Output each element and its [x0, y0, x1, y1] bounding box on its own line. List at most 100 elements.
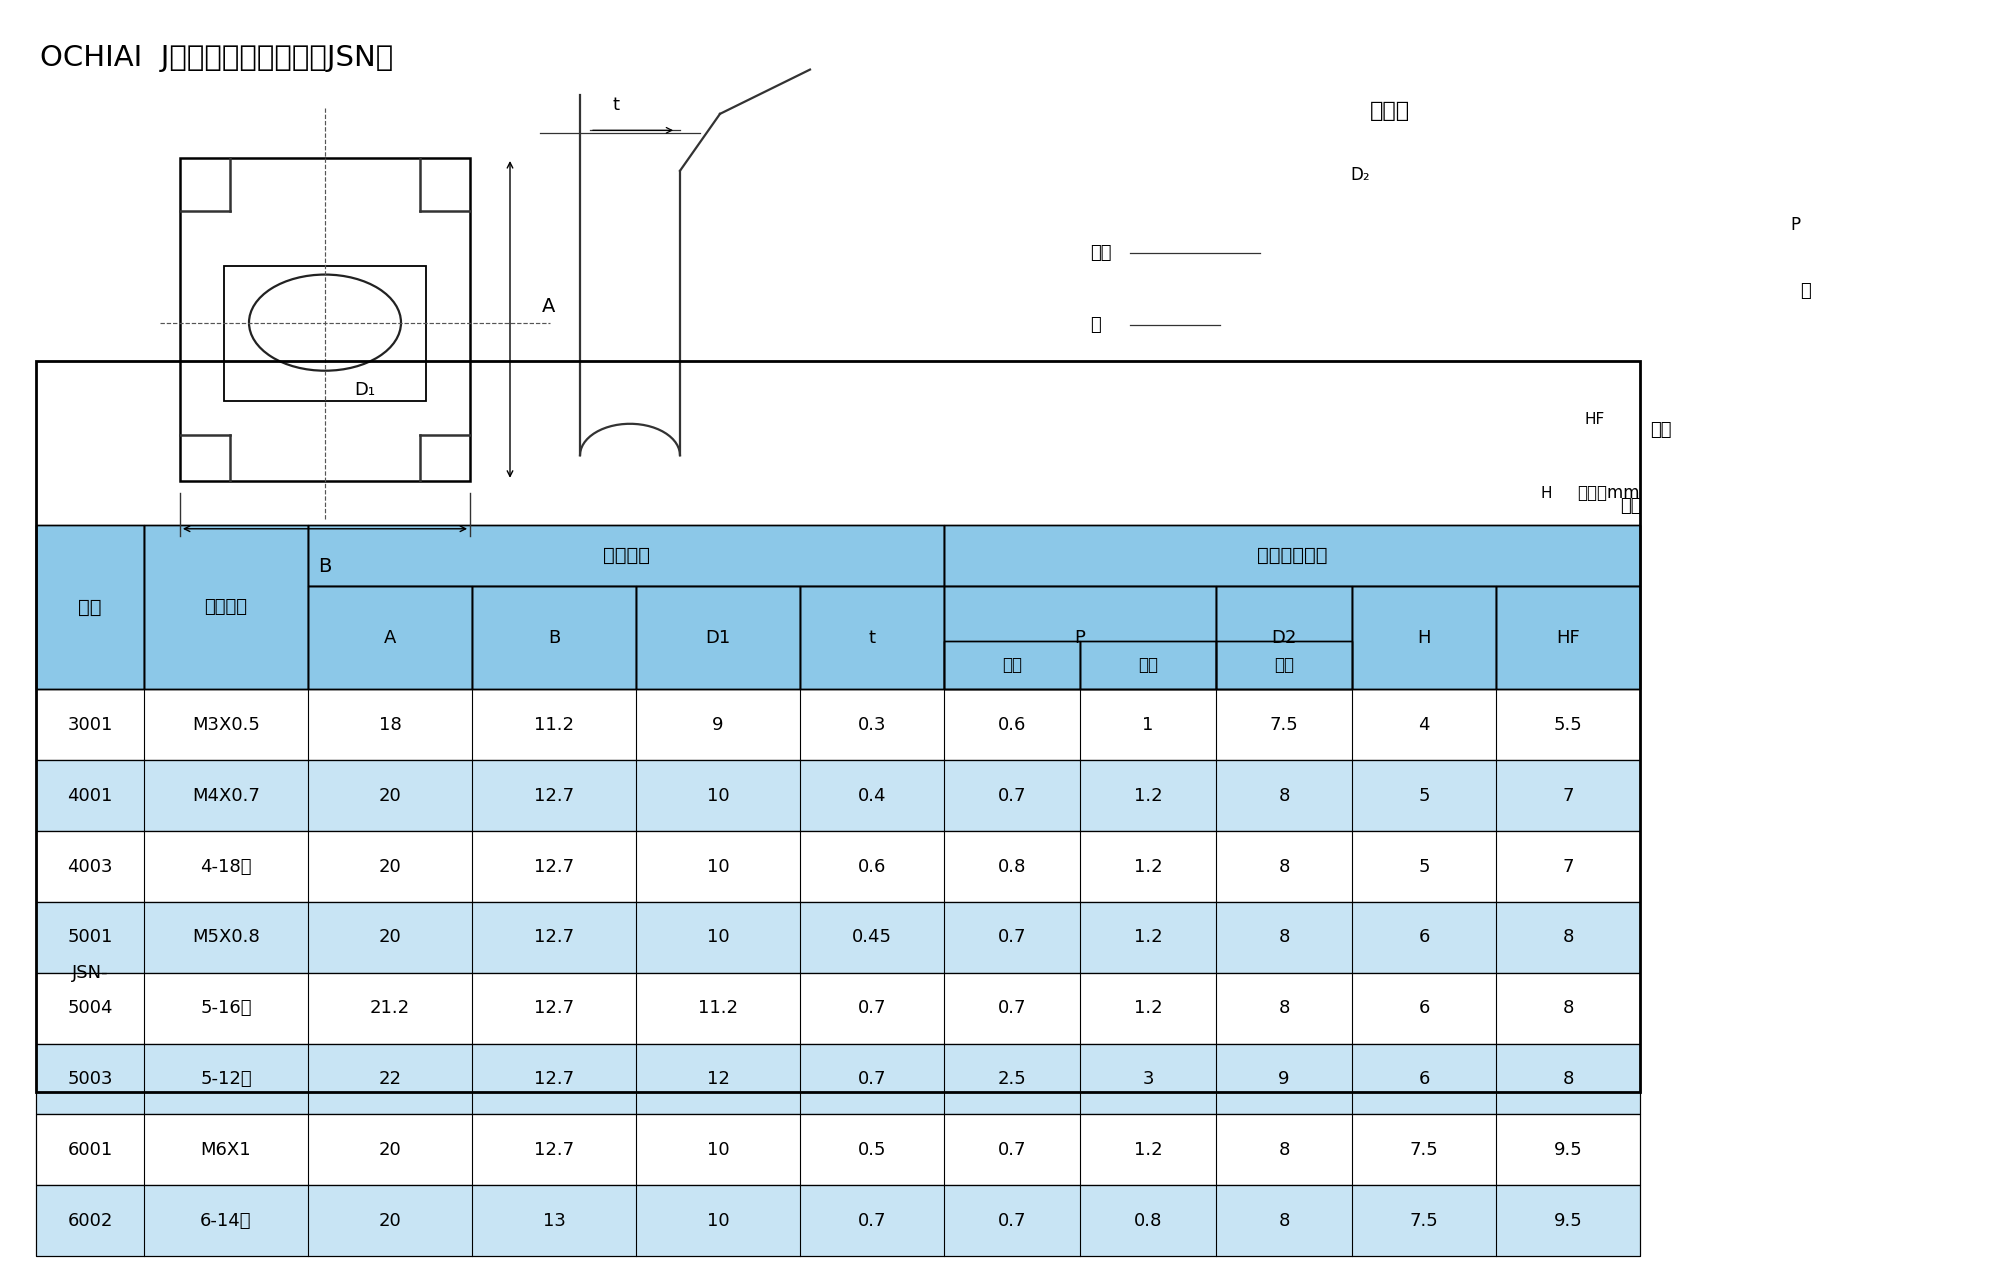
Text: A: A [542, 297, 556, 316]
Text: t: t [868, 629, 876, 646]
Bar [308, 586, 472, 689]
Bar [944, 641, 1080, 689]
Text: 8: 8 [1562, 999, 1574, 1017]
Text: 20: 20 [378, 1141, 402, 1159]
Text: 5-16峰: 5-16峰 [200, 999, 252, 1017]
Text: 11.2: 11.2 [534, 716, 574, 734]
Text: 螺丝: 螺丝 [1090, 244, 1112, 262]
Text: 5001: 5001 [68, 929, 112, 946]
Text: JSN-: JSN- [72, 964, 108, 982]
Text: 8: 8 [1278, 1212, 1290, 1230]
Text: 0.7: 0.7 [998, 1212, 1026, 1230]
Bar [144, 525, 308, 689]
Text: 8: 8 [1562, 1070, 1574, 1088]
Text: 12.7: 12.7 [534, 1070, 574, 1088]
Text: 0.8: 0.8 [998, 858, 1026, 875]
Bar [1216, 641, 1352, 689]
Bar [36, 831, 1640, 902]
Bar [36, 689, 1640, 760]
Bar [1080, 641, 1216, 689]
Text: D₁: D₁ [354, 381, 376, 400]
Text: 7: 7 [1562, 787, 1574, 805]
Text: 0.45: 0.45 [852, 929, 892, 946]
Bar [944, 525, 1640, 586]
Text: 5004: 5004 [68, 999, 112, 1017]
Bar [1352, 586, 1496, 689]
Text: 8: 8 [1562, 929, 1574, 946]
Text: 最大: 最大 [1274, 657, 1294, 674]
Text: 20: 20 [378, 787, 402, 805]
Bar [36, 831, 1640, 902]
Text: 8: 8 [1278, 858, 1290, 875]
Text: 适用板的尺寸: 适用板的尺寸 [1256, 545, 1328, 565]
Text: 0.7: 0.7 [858, 1070, 886, 1088]
Bar [1216, 641, 1352, 689]
Text: 1.2: 1.2 [1134, 787, 1162, 805]
Text: 10: 10 [706, 858, 730, 875]
Text: M5X0.8: M5X0.8 [192, 929, 260, 946]
Text: 10: 10 [706, 1141, 730, 1159]
Text: 20: 20 [378, 858, 402, 875]
Text: 5: 5 [1418, 858, 1430, 875]
Bar [144, 525, 308, 689]
Text: 4: 4 [1418, 716, 1430, 734]
Text: 12.7: 12.7 [534, 999, 574, 1017]
Text: 0.7: 0.7 [858, 1212, 886, 1230]
Text: 1.2: 1.2 [1134, 999, 1162, 1017]
Text: 6: 6 [1418, 1070, 1430, 1088]
Text: H: H [1540, 486, 1552, 501]
Text: 4001: 4001 [68, 787, 112, 805]
Text: HF: HF [1556, 629, 1580, 646]
Bar [36, 760, 1640, 831]
Text: 9.5: 9.5 [1554, 1141, 1582, 1159]
Text: 1.2: 1.2 [1134, 858, 1162, 875]
Text: 8: 8 [1278, 787, 1290, 805]
Text: 8: 8 [1278, 999, 1290, 1017]
Text: 1.2: 1.2 [1134, 929, 1162, 946]
Text: 0.8: 0.8 [1134, 1212, 1162, 1230]
Text: 8: 8 [1278, 1141, 1290, 1159]
Text: B: B [318, 557, 332, 576]
Text: 0.5: 0.5 [858, 1141, 886, 1159]
Text: D1: D1 [706, 629, 730, 646]
Text: 0.7: 0.7 [998, 999, 1026, 1017]
Bar [1496, 586, 1640, 689]
Text: 11.2: 11.2 [698, 999, 738, 1017]
Text: 21.2: 21.2 [370, 999, 410, 1017]
Text: 0.7: 0.7 [998, 929, 1026, 946]
Text: 10: 10 [706, 1212, 730, 1230]
Text: OCHIAI  J形联纹式快速螺母（JSN）: OCHIAI J形联纹式快速螺母（JSN） [40, 44, 394, 72]
Text: M6X1: M6X1 [200, 1141, 252, 1159]
Text: B: B [548, 629, 560, 646]
Text: 8: 8 [1278, 929, 1290, 946]
Text: 7: 7 [1562, 858, 1574, 875]
Text: P: P [1074, 629, 1086, 646]
Text: D2: D2 [1272, 629, 1296, 646]
Text: 13: 13 [542, 1212, 566, 1230]
Bar [800, 586, 944, 689]
Text: 1: 1 [1142, 716, 1154, 734]
Bar [36, 1185, 1640, 1256]
Text: 螺: 螺 [1090, 316, 1100, 334]
Text: 5: 5 [1418, 787, 1430, 805]
Text: t: t [612, 96, 620, 114]
Text: 使用状: 使用状 [1370, 101, 1410, 121]
Bar [36, 1185, 1640, 1256]
Text: 4003: 4003 [68, 858, 112, 875]
Text: M4X0.7: M4X0.7 [192, 787, 260, 805]
Bar [636, 586, 800, 689]
Text: 22: 22 [378, 1070, 402, 1088]
Text: 7.5: 7.5 [1270, 716, 1298, 734]
Bar [472, 586, 636, 689]
Bar [224, 266, 426, 401]
Text: 5003: 5003 [68, 1070, 112, 1088]
Bar [36, 689, 1640, 760]
Bar [36, 1044, 1640, 1114]
Bar [1080, 641, 1216, 689]
Text: 12.7: 12.7 [534, 929, 574, 946]
Bar [36, 525, 144, 689]
Text: 12.7: 12.7 [534, 858, 574, 875]
Text: 0.6: 0.6 [858, 858, 886, 875]
Text: 最小: 最小 [1002, 657, 1022, 674]
Text: 0.4: 0.4 [858, 787, 886, 805]
